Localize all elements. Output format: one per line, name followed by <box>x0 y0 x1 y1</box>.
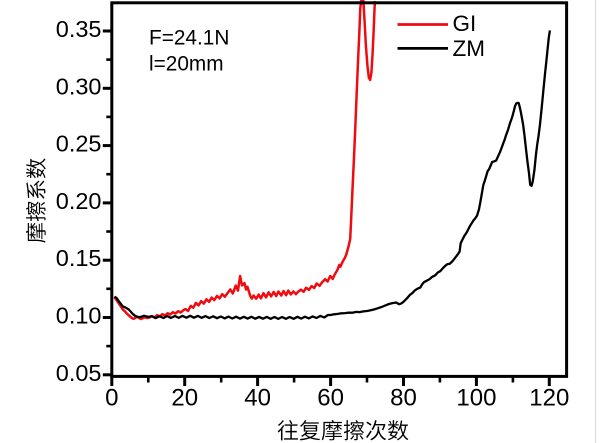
svg-text:120: 120 <box>529 385 569 412</box>
svg-text:60: 60 <box>317 385 344 412</box>
svg-text:0.20: 0.20 <box>56 188 102 214</box>
svg-text:0.25: 0.25 <box>56 131 102 157</box>
svg-text:0.05: 0.05 <box>56 360 102 386</box>
svg-text:GI: GI <box>453 11 477 36</box>
svg-text:F=24.1N: F=24.1N <box>149 27 229 50</box>
svg-text:20: 20 <box>171 385 198 412</box>
svg-text:l=20mm: l=20mm <box>149 52 224 75</box>
svg-text:0.30: 0.30 <box>56 73 102 99</box>
svg-text:0.15: 0.15 <box>56 245 102 271</box>
svg-text:100: 100 <box>456 385 496 412</box>
svg-text:80: 80 <box>390 385 417 412</box>
svg-text:0.10: 0.10 <box>56 303 102 329</box>
svg-text:40: 40 <box>244 385 271 412</box>
svg-text:ZM: ZM <box>453 36 486 61</box>
svg-text:0.35: 0.35 <box>56 16 102 42</box>
svg-text:0: 0 <box>105 385 118 412</box>
